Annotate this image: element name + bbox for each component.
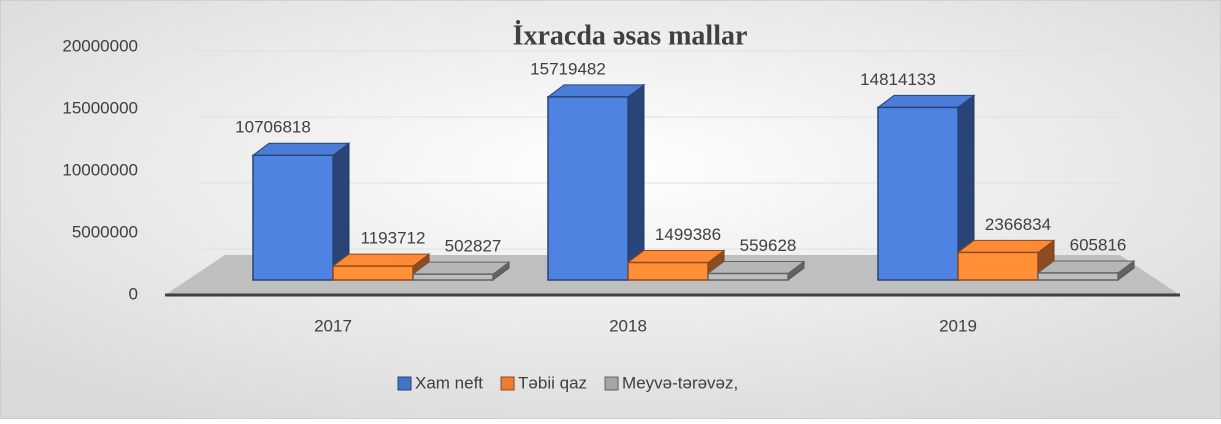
data-label: 605816 [1070,235,1127,254]
bar-top [251,142,351,156]
legend-label: Meyvə-tərəvəz, [622,373,738,392]
y-tick-label: 15000000 [62,98,138,117]
y-tick-label: 20000000 [62,36,138,55]
bar-front [627,261,709,281]
bar-front [412,273,494,281]
data-label: 1193712 [361,229,426,248]
bar [251,142,351,281]
bar-front [332,265,414,281]
legend-label: Təbii qaz [518,373,587,392]
bar-front [1037,272,1119,281]
bar [876,94,976,281]
x-tick-label: 2019 [939,316,977,335]
bar [706,260,806,281]
legend-swatch [604,376,619,391]
bar-front [877,106,959,281]
chart-title: İxracda əsas mallar [513,20,748,51]
data-label: 1499386 [655,225,721,244]
y-tick-label: 5000000 [72,222,138,241]
bar-top [626,250,726,264]
bar-front [252,154,334,281]
legend-swatch [500,376,515,391]
bar-top [546,84,646,98]
y-tick-label: 10000000 [62,160,138,179]
data-label: 2366834 [985,215,1051,234]
bar-front [547,96,629,281]
bar [546,83,646,281]
legend-label: Xam neft [415,373,483,392]
bar-front [707,272,789,281]
bar-top [1036,260,1136,274]
legend-swatch [397,376,412,391]
x-tick-label: 2017 [314,316,352,335]
data-label: 10706818 [235,118,311,137]
data-label: 15719482 [530,59,606,78]
x-tick-label: 2018 [609,316,647,335]
bar-top [411,261,511,275]
data-label: 14814133 [860,70,936,89]
bar-top [331,253,431,267]
bar [956,239,1056,281]
bar [1036,259,1136,281]
bar-top [956,239,1056,253]
bar-top [876,94,976,108]
bar-side [627,83,645,281]
data-label: 559628 [740,236,797,255]
bar [411,261,511,281]
data-label: 502827 [445,237,502,256]
bar-top [706,260,806,274]
y-tick-label: 0 [129,284,138,303]
bar-front [957,251,1039,281]
